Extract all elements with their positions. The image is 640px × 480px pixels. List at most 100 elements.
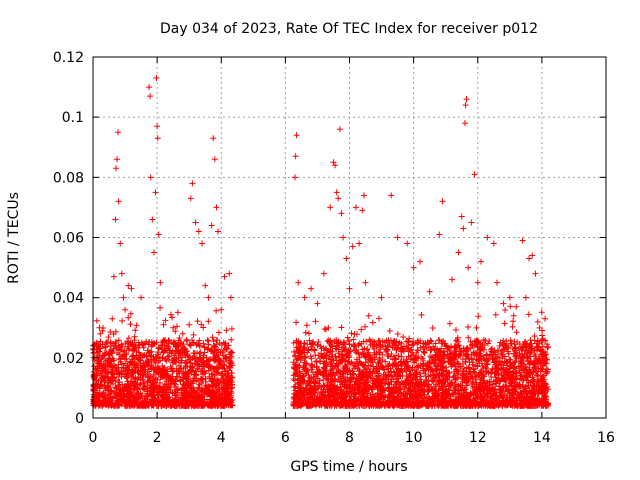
data-point (306, 337, 313, 344)
data-point (447, 381, 454, 388)
data-point (132, 399, 139, 406)
data-point (393, 362, 400, 369)
data-point (143, 402, 150, 409)
chart-title: Day 034 of 2023, Rate Of TEC Index for r… (160, 21, 538, 37)
data-point (389, 386, 396, 393)
data-point (409, 349, 416, 356)
data-point (378, 363, 385, 370)
data-point (500, 373, 507, 380)
data-point (484, 368, 491, 375)
data-point (478, 367, 485, 374)
data-point (146, 374, 153, 381)
data-point (179, 391, 186, 398)
data-point (323, 352, 330, 359)
data-point (176, 362, 183, 369)
data-point (487, 346, 494, 353)
data-point (119, 381, 126, 388)
data-point (110, 345, 117, 352)
data-point (203, 355, 210, 362)
data-point (101, 399, 108, 406)
data-point (328, 351, 335, 358)
data-point (223, 354, 230, 361)
data-point (130, 360, 137, 367)
data-point (124, 378, 131, 385)
data-point (151, 380, 158, 387)
data-point (455, 342, 462, 349)
data-point (130, 345, 137, 352)
data-point (507, 402, 514, 409)
data-point (520, 361, 527, 368)
data-point (172, 381, 179, 388)
data-point (161, 367, 168, 374)
data-point (121, 368, 128, 375)
data-point (481, 356, 488, 363)
data-point (357, 398, 364, 405)
data-point (493, 377, 500, 384)
data-point (219, 371, 226, 378)
data-point (151, 356, 158, 363)
data-point (474, 344, 481, 351)
data-point (388, 350, 395, 357)
data-point (206, 356, 213, 363)
data-point (323, 359, 330, 366)
data-point (418, 311, 425, 318)
data-point (422, 340, 429, 347)
data-point (408, 346, 415, 353)
data-point (173, 342, 180, 349)
data-point (131, 379, 138, 386)
data-point (160, 399, 167, 406)
data-point (382, 358, 389, 365)
data-point (538, 309, 545, 316)
data-point (176, 334, 183, 341)
data-point (291, 377, 298, 384)
data-point (198, 321, 205, 328)
data-point (423, 377, 430, 384)
data-point (195, 384, 202, 391)
data-point (386, 327, 393, 334)
data-point (143, 361, 150, 368)
data-point (158, 402, 165, 409)
data-point (342, 358, 349, 365)
data-point (400, 380, 407, 387)
grid-lines (93, 57, 606, 418)
data-point (508, 392, 515, 399)
data-point (394, 344, 401, 351)
data-point (96, 361, 103, 368)
data-point (189, 354, 196, 361)
data-point (179, 398, 186, 405)
data-point (477, 353, 484, 360)
data-point (229, 384, 236, 391)
data-point (525, 311, 532, 318)
data-point (140, 372, 147, 379)
data-point (212, 395, 219, 402)
data-point (296, 397, 303, 404)
data-point (506, 382, 513, 389)
data-point (200, 352, 207, 359)
data-point (213, 307, 220, 314)
data-point (129, 356, 136, 363)
data-point (200, 340, 207, 347)
data-point (503, 358, 510, 365)
data-point (151, 395, 158, 402)
data-point (149, 381, 156, 388)
data-point (180, 395, 187, 402)
data-point (386, 391, 393, 398)
data-point (328, 366, 335, 373)
data-point (291, 348, 298, 355)
data-point (190, 377, 197, 384)
data-point (162, 386, 169, 393)
data-point (194, 318, 201, 325)
data-point (147, 352, 154, 359)
data-point (108, 350, 115, 357)
data-point (412, 373, 419, 380)
data-point (419, 395, 426, 402)
data-point (224, 383, 231, 390)
data-point (352, 347, 359, 354)
data-point (429, 372, 436, 379)
data-point (306, 377, 313, 384)
data-point (324, 377, 331, 384)
data-point (158, 374, 165, 381)
data-point (310, 369, 317, 376)
data-point (491, 349, 498, 356)
data-point (131, 380, 138, 387)
